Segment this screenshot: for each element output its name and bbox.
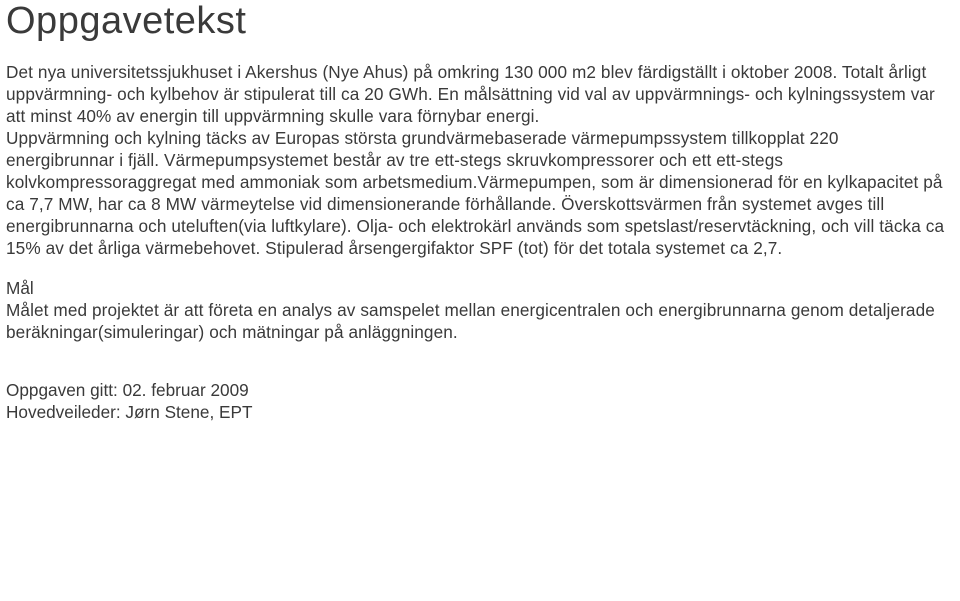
footer-advisor: Hovedveileder: Jørn Stene, EPT	[6, 401, 948, 423]
footer-block: Oppgaven gitt: 02. februar 2009 Hovedvei…	[6, 379, 948, 423]
page-title: Oppgavetekst	[6, 0, 948, 43]
paragraph-1: Det nya universitetssjukhuset i Akershus…	[6, 61, 948, 127]
goal-text: Målet med projektet är att företa en ana…	[6, 299, 948, 343]
goal-label: Mål	[6, 277, 948, 299]
document-page: Oppgavetekst Det nya universitetssjukhus…	[0, 0, 960, 423]
footer-date: Oppgaven gitt: 02. februar 2009	[6, 379, 948, 401]
paragraph-2: Uppvärmning och kylning täcks av Europas…	[6, 127, 948, 259]
